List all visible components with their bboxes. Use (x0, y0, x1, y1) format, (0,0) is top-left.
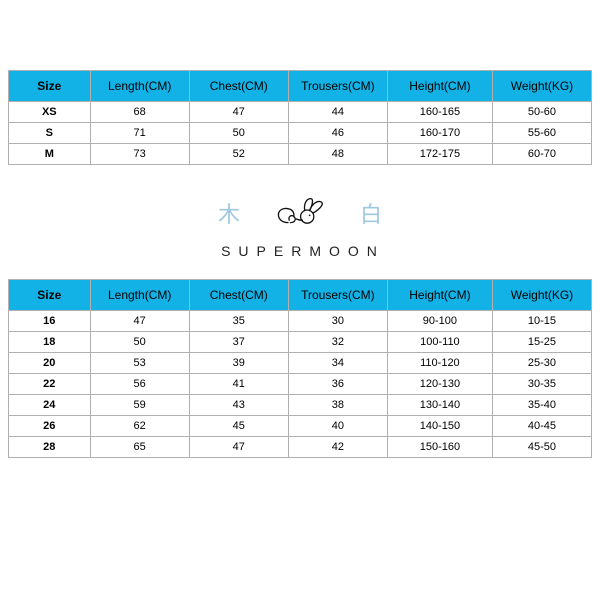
size-cell: 28 (9, 437, 91, 458)
value-cell: 130-140 (387, 395, 492, 416)
table-header-row: SizeLength(CM)Chest(CM)Trousers(CM)Heigh… (9, 280, 592, 311)
value-cell: 35 (189, 311, 288, 332)
table-row: 24594338130-14035-40 (9, 395, 592, 416)
value-cell: 30 (288, 311, 387, 332)
value-cell: 160-170 (387, 123, 492, 144)
value-cell: 48 (288, 144, 387, 165)
value-cell: 39 (189, 353, 288, 374)
value-cell: 71 (90, 123, 189, 144)
column-header: Trousers(CM) (288, 71, 387, 102)
column-header: Size (9, 280, 91, 311)
value-cell: 172-175 (387, 144, 492, 165)
value-cell: 59 (90, 395, 189, 416)
column-header: Chest(CM) (189, 280, 288, 311)
right-glyph: 白 (360, 197, 382, 229)
value-cell: 73 (90, 144, 189, 165)
value-cell: 46 (288, 123, 387, 144)
table-row: 20533934110-12025-30 (9, 353, 592, 374)
table-row: M735248172-17560-70 (9, 144, 592, 165)
column-header: Weight(KG) (492, 280, 591, 311)
table-row: XS684744160-16550-60 (9, 102, 592, 123)
size-table-adult: SizeLength(CM)Chest(CM)Trousers(CM)Heigh… (8, 70, 592, 165)
value-cell: 40 (288, 416, 387, 437)
size-cell: 20 (9, 353, 91, 374)
value-cell: 47 (90, 311, 189, 332)
value-cell: 36 (288, 374, 387, 395)
value-cell: 34 (288, 353, 387, 374)
size-cell: 26 (9, 416, 91, 437)
value-cell: 120-130 (387, 374, 492, 395)
column-header: Size (9, 71, 91, 102)
size-cell: 18 (9, 332, 91, 353)
column-header: Height(CM) (387, 71, 492, 102)
value-cell: 150-160 (387, 437, 492, 458)
table-header-row: SizeLength(CM)Chest(CM)Trousers(CM)Heigh… (9, 71, 592, 102)
size-cell: 22 (9, 374, 91, 395)
value-cell: 32 (288, 332, 387, 353)
value-cell: 65 (90, 437, 189, 458)
size-cell: 24 (9, 395, 91, 416)
value-cell: 160-165 (387, 102, 492, 123)
size-cell: M (9, 144, 91, 165)
value-cell: 52 (189, 144, 288, 165)
size-table-kids: SizeLength(CM)Chest(CM)Trousers(CM)Heigh… (8, 279, 592, 458)
value-cell: 45 (189, 416, 288, 437)
column-header: Chest(CM) (189, 71, 288, 102)
value-cell: 40-45 (492, 416, 591, 437)
value-cell: 43 (189, 395, 288, 416)
column-header: Weight(KG) (492, 71, 591, 102)
value-cell: 50-60 (492, 102, 591, 123)
value-cell: 25-30 (492, 353, 591, 374)
brand-text: SUPERMOON (14, 243, 592, 259)
value-cell: 140-150 (387, 416, 492, 437)
value-cell: 55-60 (492, 123, 591, 144)
value-cell: 60-70 (492, 144, 591, 165)
size-cell: XS (9, 102, 91, 123)
value-cell: 53 (90, 353, 189, 374)
value-cell: 44 (288, 102, 387, 123)
logo-row: 木 白 (8, 193, 592, 233)
value-cell: 68 (90, 102, 189, 123)
value-cell: 30-35 (492, 374, 591, 395)
brand-logo-block: 木 白 SUPERM (8, 193, 592, 259)
value-cell: 62 (90, 416, 189, 437)
value-cell: 56 (90, 374, 189, 395)
value-cell: 47 (189, 437, 288, 458)
value-cell: 47 (189, 102, 288, 123)
value-cell: 50 (189, 123, 288, 144)
table-row: 22564136120-13030-35 (9, 374, 592, 395)
value-cell: 45-50 (492, 437, 591, 458)
table-row: 1647353090-10010-15 (9, 311, 592, 332)
value-cell: 38 (288, 395, 387, 416)
left-glyph: 木 (218, 197, 240, 229)
value-cell: 100-110 (387, 332, 492, 353)
rabbit-icon (270, 193, 330, 233)
value-cell: 10-15 (492, 311, 591, 332)
table-row: 26624540140-15040-45 (9, 416, 592, 437)
column-header: Length(CM) (90, 280, 189, 311)
value-cell: 41 (189, 374, 288, 395)
value-cell: 50 (90, 332, 189, 353)
value-cell: 35-40 (492, 395, 591, 416)
table-row: 18503732100-11015-25 (9, 332, 592, 353)
value-cell: 42 (288, 437, 387, 458)
size-cell: 16 (9, 311, 91, 332)
column-header: Trousers(CM) (288, 280, 387, 311)
value-cell: 110-120 (387, 353, 492, 374)
table-row: 28654742150-16045-50 (9, 437, 592, 458)
column-header: Length(CM) (90, 71, 189, 102)
value-cell: 90-100 (387, 311, 492, 332)
table-row: S715046160-17055-60 (9, 123, 592, 144)
value-cell: 15-25 (492, 332, 591, 353)
value-cell: 37 (189, 332, 288, 353)
column-header: Height(CM) (387, 280, 492, 311)
size-cell: S (9, 123, 91, 144)
